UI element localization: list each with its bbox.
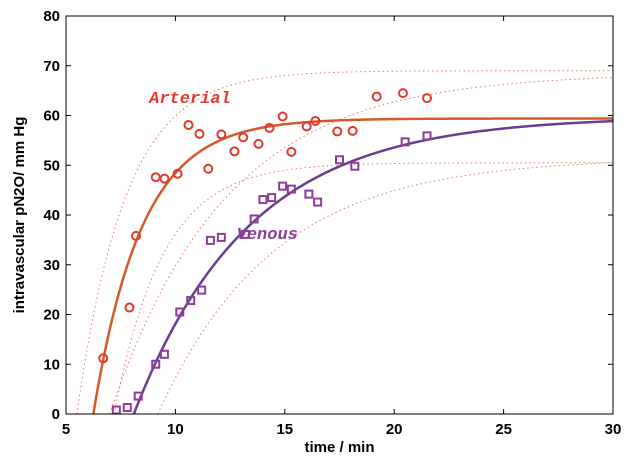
y-tick-label: 60 [43,108,60,125]
y-tick-label: 50 [43,157,60,174]
fit-curves [92,117,613,414]
venous-bound-upper [109,77,613,414]
arterial-point [277,111,288,122]
venous-point [267,193,277,203]
series-annotations: Arterial Venous [148,90,298,245]
venous-point [400,137,410,147]
arterial-fit-line [92,117,613,414]
y-axis-label: intravascular pN2O/ mm Hg [11,117,28,314]
y-tick-label: 80 [43,8,60,25]
venous-point [258,195,268,205]
x-tick-label: 5 [62,421,70,438]
arterial-point [264,122,275,133]
venous-bound-lower [157,162,613,414]
arterial-point [216,129,227,140]
y-tick-label: 0 [52,406,60,423]
venous-point [313,197,323,207]
x-tick-label: 15 [276,421,293,438]
venous-point [159,349,169,359]
arterial-point [422,93,433,104]
venous-point [122,403,132,413]
arterial-point [131,230,142,241]
venous-point [216,232,226,242]
venous-point [422,131,432,141]
axis-ticks [65,15,614,415]
arterial-point [301,121,312,132]
arterial-point [159,173,170,184]
venous-point [278,181,288,191]
arterial-bound-lower [113,162,613,414]
venous-point [335,155,344,165]
arterial-point [229,146,240,157]
arterial-point [98,353,109,364]
venous-point [249,214,259,224]
arterial-point [183,119,194,130]
y-tick-label: 10 [43,356,60,373]
arterial-bound-upper [76,70,613,414]
x-tick-label: 30 [605,421,622,438]
arterial-point [124,302,135,313]
venous-point [205,235,215,245]
venous-point [240,229,250,239]
x-tick-label: 10 [167,421,184,438]
venous-fit-line [132,119,613,414]
x-axis-label: time / min [304,439,374,456]
y-tick-labels: 0 10 20 30 40 50 60 70 80 [43,8,60,423]
venous-point [151,359,161,369]
arterial-point [332,126,343,137]
arterial-point [253,138,264,149]
y-tick-label: 70 [43,58,60,75]
venous-point [304,189,314,199]
y-tick-label: 40 [43,207,60,224]
arterial-point [397,88,408,99]
arterial-point [371,91,382,102]
x-tick-label: 20 [386,421,403,438]
x-tick-label: 25 [495,421,512,438]
venous-point [186,296,196,306]
venous-point [175,307,185,317]
arterial-point [172,168,183,179]
venous-point [350,161,360,171]
annotation-arterial: Arterial [148,90,231,109]
arterial-point [203,163,214,174]
arterial-point [238,132,249,143]
arterial-point [150,172,161,183]
arterial-point [347,125,358,136]
arterial-point [310,115,321,126]
annotation-venous: Venous [237,226,298,245]
venous-point [111,405,121,415]
y-tick-label: 20 [43,307,60,324]
x-tick-labels: 5 10 15 20 25 30 [62,421,622,438]
venous-point [197,285,207,295]
y-tick-label: 30 [43,257,60,274]
venous-point [286,184,296,194]
arterial-point [286,146,297,157]
data-points [98,88,433,415]
venous-point [133,391,143,401]
arterial-point [194,128,205,139]
confidence-bounds [76,70,613,414]
